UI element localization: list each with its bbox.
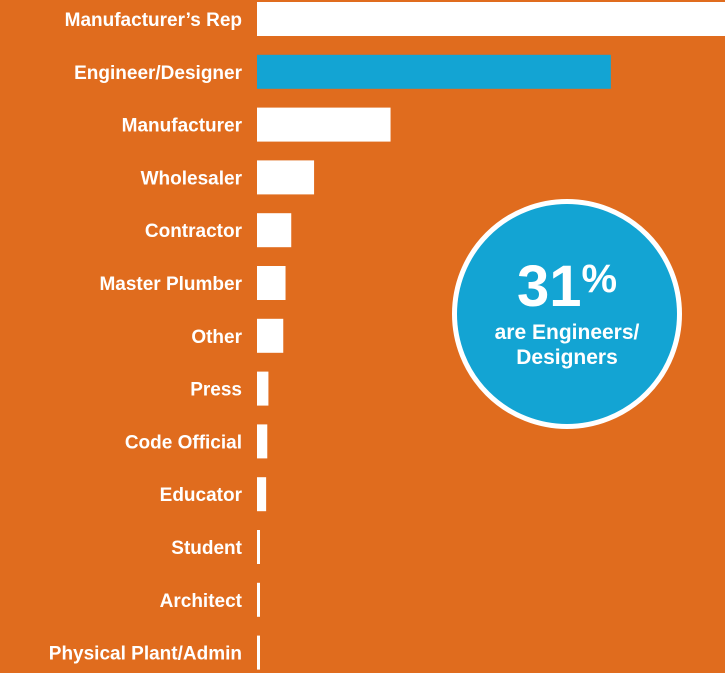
category-label-other: Other [191,327,242,348]
bar-master-plumber [257,266,286,300]
category-label-physical-plant-admin: Physical Plant/Admin [49,644,242,665]
callout-text-line-1: are Engineers/ [494,321,640,344]
category-label-architect: Architect [160,591,243,612]
category-label-engineer-designer: Engineer/Designer [74,63,242,84]
callout-percent: 31% [517,258,617,316]
bar-architect [257,582,260,617]
category-label-manufacturer: Manufacturer [122,116,243,137]
category-label-educator: Educator [160,485,243,506]
bar-engineer-designer [257,54,611,89]
bar-contractor [257,213,292,248]
bar-other [257,318,284,353]
bar-wholesaler [257,160,315,195]
bar-code-official [257,424,268,459]
bar-manufacturer-s-rep [257,2,725,36]
bar-student [257,530,260,564]
bar-physical-plant-admin [257,635,260,670]
category-label-student: Student [171,538,242,559]
callout-text-line-2: Designers [516,346,618,369]
category-label-master-plumber: Master Plumber [99,274,242,295]
bar-press [257,371,269,406]
category-label-code-official: Code Official [125,432,242,453]
category-label-wholesaler: Wholesaler [141,168,243,189]
category-label-manufacturer-s-rep: Manufacturer’s Rep [65,10,242,31]
bar-manufacturer [257,107,391,142]
callout-value: 31 [516,254,582,319]
category-label-contractor: Contractor [145,221,243,242]
callout-unit: % [581,257,618,301]
bar-educator [257,477,267,512]
highlight-callout: 31% are Engineers/ Designers [452,199,682,429]
category-label-press: Press [190,380,242,401]
